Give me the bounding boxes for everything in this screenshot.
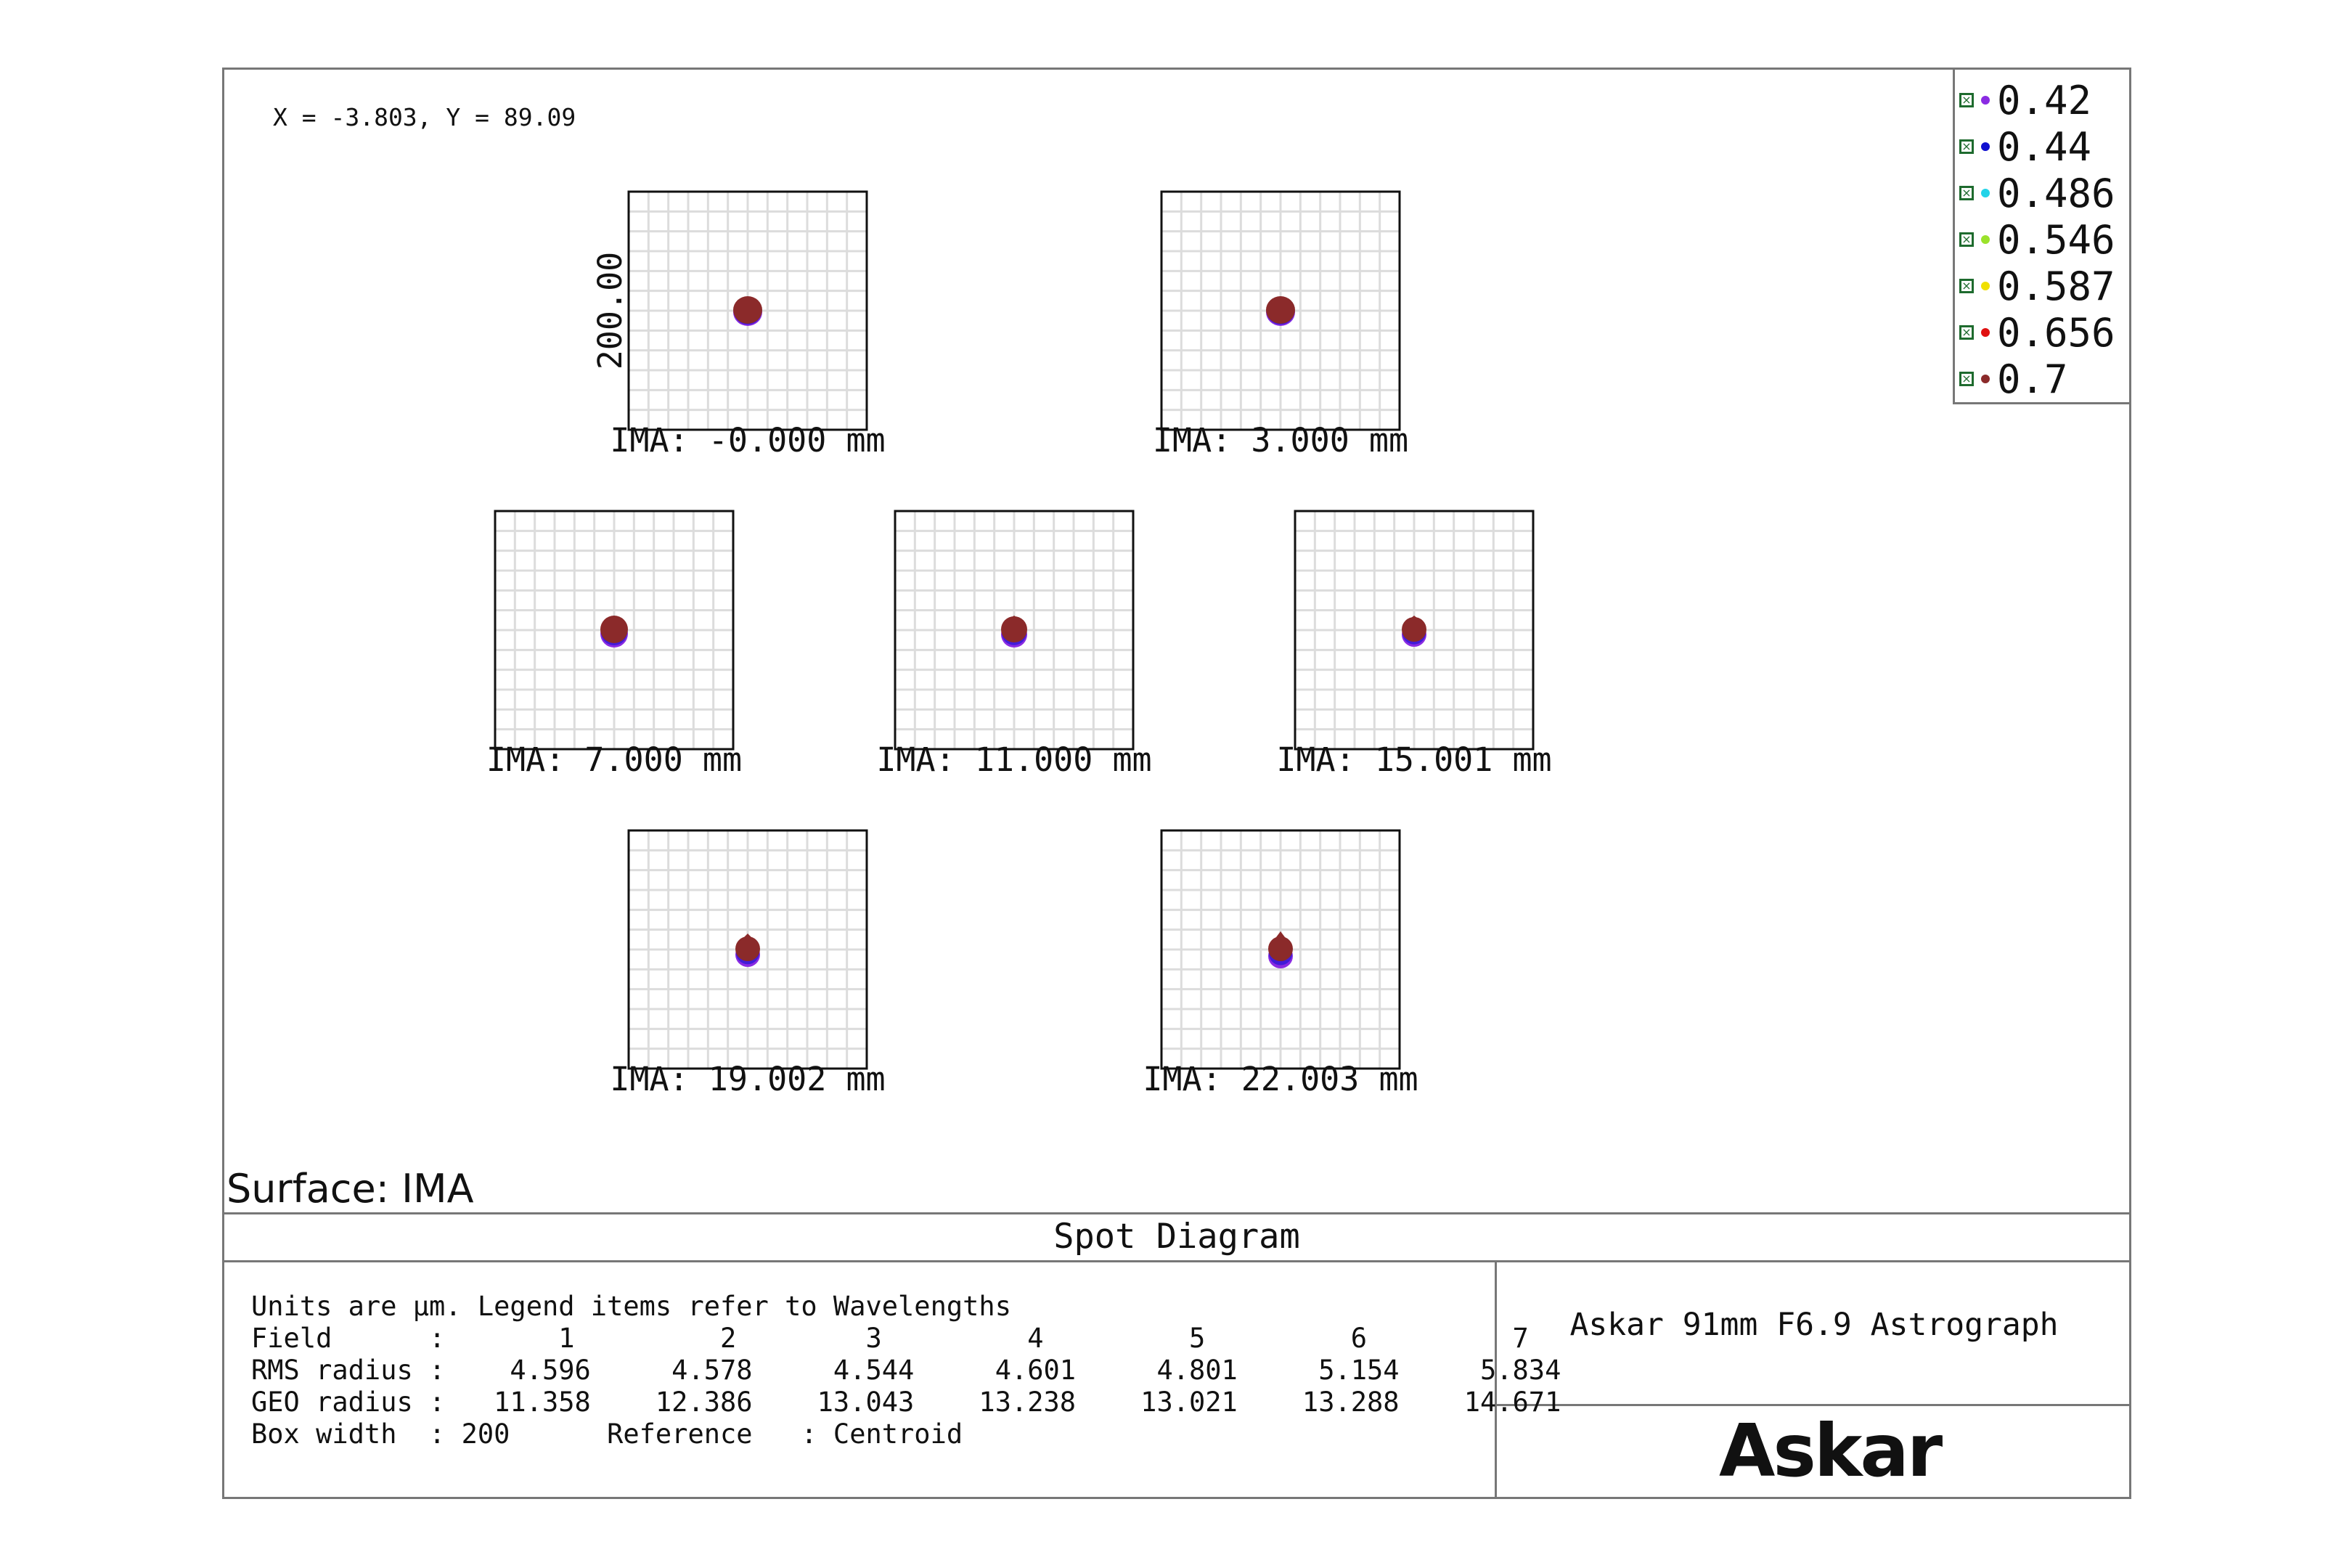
surface-label: Surface: IMA <box>226 1166 474 1212</box>
legend-checkbox[interactable]: × <box>1959 232 1974 247</box>
legend-item-0.42[interactable]: × 0.42 <box>1959 77 2091 123</box>
title-top-divider <box>222 1212 2131 1214</box>
field-label-1: IMA: -0.000 mm <box>610 421 885 460</box>
legend-color-swatch <box>1981 235 1990 244</box>
spot-flare <box>741 934 754 940</box>
cursor-coordinate-readout: X = -3.803, Y = 89.09 <box>273 103 576 131</box>
legend-item-0.44[interactable]: × 0.44 <box>1959 123 2091 170</box>
spot-field-7: IMA: 22.003 mm <box>1143 829 1418 1098</box>
spot-field-6: IMA: 19.002 mm <box>610 829 886 1098</box>
spot-points-0.7 <box>735 936 760 961</box>
legend-checkbox[interactable]: × <box>1959 325 1974 340</box>
legend-item-0.587[interactable]: × 0.587 <box>1959 263 2115 309</box>
spot-flare <box>1274 931 1287 940</box>
info-line-geo-radius: GEO radius : 11.358 12.386 13.043 13.238… <box>251 1387 1561 1418</box>
spot-box-border <box>1160 829 1401 1070</box>
legend-label: 0.42 <box>1997 77 2092 123</box>
logo-panel-divider <box>1497 1404 2131 1406</box>
info-line-rms-radius: RMS radius : 4.596 4.578 4.544 4.601 4.8… <box>251 1355 1561 1386</box>
legend-item-0.7[interactable]: × 0.7 <box>1959 356 2068 402</box>
title-bottom-divider <box>222 1260 2131 1262</box>
spot-field-3: IMA: 7.000 mm <box>486 510 742 779</box>
legend-checkbox[interactable]: × <box>1959 93 1974 107</box>
legend-color-swatch <box>1981 189 1990 197</box>
scale-label: 200.00 <box>591 252 629 370</box>
spot-flare <box>608 616 621 619</box>
field-label-2: IMA: 3.000 mm <box>1153 421 1408 460</box>
legend-label: 0.546 <box>1997 216 2115 263</box>
field-label-4: IMA: 11.000 mm <box>876 740 1151 779</box>
legend-label: 0.486 <box>1997 170 2115 216</box>
spot-box-border <box>627 190 868 431</box>
spot-points-0.7 <box>1402 617 1426 642</box>
legend-item-0.486[interactable]: × 0.486 <box>1959 170 2115 216</box>
spot-points-0.7 <box>1268 936 1293 961</box>
legend-checkbox[interactable]: × <box>1959 372 1974 386</box>
legend-color-swatch <box>1981 96 1990 105</box>
spot-box-border <box>494 510 735 751</box>
spot-box-border <box>894 510 1135 751</box>
legend-checkbox[interactable]: × <box>1959 279 1974 293</box>
legend-color-swatch <box>1981 328 1990 337</box>
spot-field-4: IMA: 11.000 mm <box>876 510 1152 779</box>
info-line-box-width: Box width : 200 Reference : Centroid <box>251 1418 963 1450</box>
spot-box-border <box>1294 510 1535 751</box>
info-panel-divider <box>1495 1260 1497 1499</box>
spot-field-2: IMA: 3.000 mm <box>1153 190 1408 460</box>
info-line-field: Field : 1 2 3 4 5 6 7 <box>251 1323 1529 1354</box>
askar-logo: Askar <box>1719 1408 1943 1493</box>
legend-label: 0.7 <box>1997 356 2068 402</box>
legend-color-swatch <box>1981 282 1990 290</box>
legend-label: 0.656 <box>1997 309 2115 356</box>
spot-box-border <box>627 829 868 1070</box>
spot-flare <box>1408 616 1421 621</box>
legend-label: 0.587 <box>1997 263 2115 309</box>
legend-checkbox[interactable]: × <box>1959 186 1974 200</box>
legend-color-swatch <box>1981 375 1990 383</box>
spot-points-0.7 <box>600 616 628 643</box>
spot-points-0.7 <box>1266 296 1295 324</box>
field-label-3: IMA: 7.000 mm <box>486 740 742 779</box>
legend-item-0.546[interactable]: × 0.546 <box>1959 216 2115 263</box>
legend-checkbox[interactable]: × <box>1959 139 1974 154</box>
legend-item-0.656[interactable]: × 0.656 <box>1959 309 2115 356</box>
chart-title: Spot Diagram <box>1053 1217 1300 1257</box>
field-label-7: IMA: 22.003 mm <box>1143 1060 1418 1098</box>
plot-frame <box>222 68 2131 1499</box>
field-label-5: IMA: 15.001 mm <box>1276 740 1551 779</box>
legend-label: 0.44 <box>1997 123 2092 170</box>
legend-color-swatch <box>1981 142 1990 151</box>
spot-box-border <box>1160 190 1401 431</box>
optical-system-name: Askar 91mm F6.9 Astrograph <box>1569 1307 2059 1343</box>
field-label-6: IMA: 19.002 mm <box>610 1060 885 1098</box>
spot-points-0.7 <box>733 296 762 324</box>
spot-field-1: IMA: -0.000 mm <box>610 190 886 460</box>
spot-flare <box>1008 616 1021 620</box>
wavelength-legend: × 0.42 × 0.44 × 0.486 × 0.546 × 0.587 × 0.656 × 0.7 <box>1953 68 2131 404</box>
info-line-units: Units are µm. Legend items refer to Wave… <box>251 1291 1011 1322</box>
spot-field-5: IMA: 15.001 mm <box>1276 510 1552 779</box>
spot-points-0.7 <box>1001 616 1027 642</box>
